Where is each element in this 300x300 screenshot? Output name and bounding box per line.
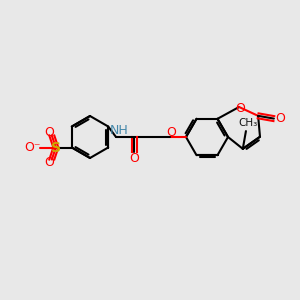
Text: CH₃: CH₃ [238,118,258,128]
Text: O: O [129,152,139,164]
Text: O: O [166,127,176,140]
Text: O: O [44,156,54,169]
Text: O: O [275,112,285,125]
Text: O: O [44,126,54,139]
Text: S: S [51,140,61,154]
Text: O⁻: O⁻ [25,141,41,154]
Text: NH: NH [110,124,128,136]
Text: O: O [235,103,245,116]
